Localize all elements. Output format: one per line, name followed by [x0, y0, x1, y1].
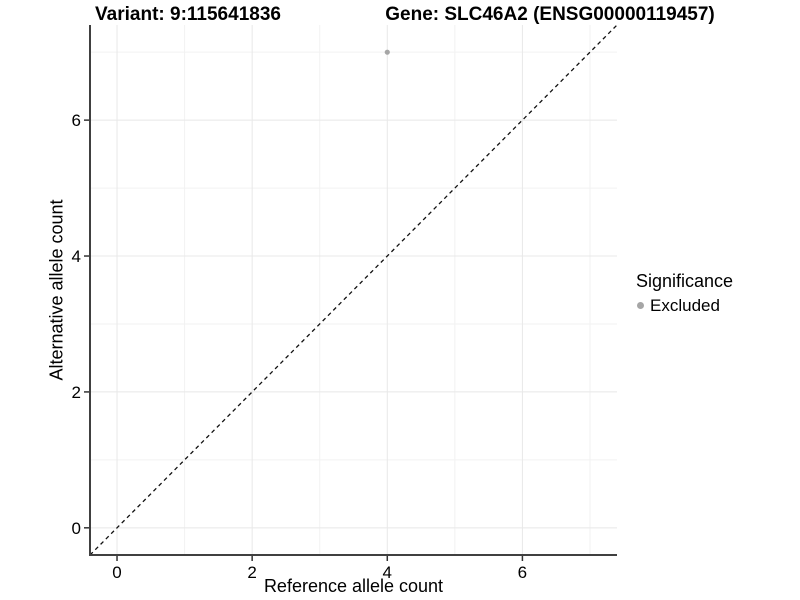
identity-dashed-line [89, 24, 618, 556]
legend-title: Significance [636, 271, 734, 291]
x-tick-label: 2 [247, 563, 256, 582]
legend-item-excluded: Excluded [636, 296, 733, 315]
x-axis-title: Reference allele count [263, 576, 444, 596]
x-tick-label: 4 [383, 563, 392, 582]
x-tick-label: 0 [112, 563, 121, 582]
y-tick-label: 4 [72, 247, 81, 266]
y-tick-label: 0 [72, 519, 81, 538]
excluded-point-swatch-icon [637, 302, 644, 309]
gene-title: Gene: SLC46A2 (ENSG00000119457) [385, 4, 715, 25]
data-point [384, 49, 390, 55]
y-tick-label: 2 [72, 383, 81, 402]
y-tick-label: 6 [72, 111, 81, 130]
y-axis-title: Alternative allele count [46, 199, 67, 381]
variant-title: Variant: 9:115641836 [95, 4, 281, 25]
legend: Significance Excluded [636, 271, 733, 315]
legend-item-label: Excluded [650, 296, 720, 315]
x-tick-label: 6 [518, 563, 527, 582]
